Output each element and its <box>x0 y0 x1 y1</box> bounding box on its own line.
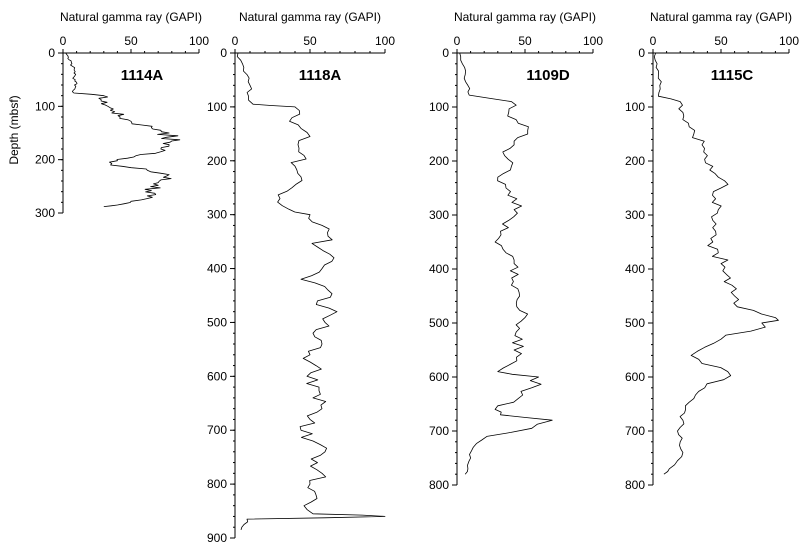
y-tick-label: 100 <box>625 100 645 114</box>
x-tick-label: 100 <box>779 34 799 48</box>
x-axis-title: Natural gamma ray (GAPI) <box>650 10 792 24</box>
x-tick-label: 0 <box>232 34 239 48</box>
y-tick-label: 200 <box>625 154 645 168</box>
y-tick-label: 500 <box>207 315 227 329</box>
x-axis-title: Natural gamma ray (GAPI) <box>239 10 381 24</box>
y-tick-label: 600 <box>207 369 227 383</box>
y-tick-label: 600 <box>625 370 645 384</box>
y-tick-label: 100 <box>207 100 227 114</box>
y-tick-label: 900 <box>207 531 227 545</box>
well-label: 1115C <box>711 67 754 84</box>
x-tick-label: 0 <box>650 34 657 48</box>
x-axis-title: Natural gamma ray (GAPI) <box>60 10 202 24</box>
x-tick-label: 50 <box>124 34 138 48</box>
x-axis-title: Natural gamma ray (GAPI) <box>454 10 596 24</box>
x-tick-label: 50 <box>714 34 728 48</box>
well-label: 1114A <box>121 67 164 84</box>
log-panels: Natural gamma ray (GAPI)0 50 1000100200300… <box>35 10 799 545</box>
y-tick-label: 500 <box>429 316 449 330</box>
y-tick-label: 300 <box>625 208 645 222</box>
y-tick-label: 0 <box>220 46 227 60</box>
x-tick-label: 0 <box>60 34 67 48</box>
x-tick-label: 100 <box>189 34 209 48</box>
gamma-ray-curve <box>236 52 386 531</box>
y-tick-label: 500 <box>625 316 645 330</box>
y-tick-label: 700 <box>207 423 227 437</box>
gamma-ray-curve <box>653 52 779 475</box>
log-panel: Natural gamma ray (GAPI) 0 50 100 0 100 200 300… <box>429 10 603 492</box>
x-tick-label: 100 <box>375 34 395 48</box>
gamma-ray-curve <box>459 52 553 475</box>
gamma-ray-curve <box>65 52 181 207</box>
x-tick-label: 50 <box>518 34 532 48</box>
y-tick-label: 300 <box>429 208 449 222</box>
y-tick-label: 0 <box>638 46 645 60</box>
x-tick-label: 50 <box>303 34 317 48</box>
y-tick-label: 100 <box>429 100 449 114</box>
y-tick-label: 700 <box>429 424 449 438</box>
x-tick-label: 0 <box>454 34 461 48</box>
y-tick-label: 100 <box>35 99 55 113</box>
y-tick-label: 200 <box>35 153 55 167</box>
y-tick-label: 800 <box>207 477 227 491</box>
y-tick-label: 200 <box>429 154 449 168</box>
x-tick-label: 100 <box>583 34 603 48</box>
log-panel: Natural gamma ray (GAPI) 0 50 100 0 100 200 300… <box>35 10 209 220</box>
y-tick-label: 400 <box>429 262 449 276</box>
log-panel: Natural gamma ray (GAPI)0 50 1000100200300… <box>207 10 395 545</box>
y-tick-label: 600 <box>429 370 449 384</box>
well-label: 1109D <box>526 67 570 84</box>
y-tick-label: 700 <box>625 424 645 438</box>
y-tick-label: 0 <box>48 46 55 60</box>
y-tick-label: 300 <box>35 206 55 220</box>
y-tick-label: 200 <box>207 154 227 168</box>
y-tick-label: 0 <box>442 46 449 60</box>
y-tick-label: 800 <box>429 478 449 492</box>
y-tick-label: 800 <box>625 478 645 492</box>
depth-axis-label: Depth (mbsf) <box>7 95 21 164</box>
y-tick-label: 300 <box>207 208 227 222</box>
y-tick-label: 400 <box>625 262 645 276</box>
log-panel: Natural gamma ray (GAPI) 0 50 100 0 100 200 300… <box>625 10 799 492</box>
y-tick-label: 400 <box>207 262 227 276</box>
well-label: 1118A <box>299 67 342 84</box>
